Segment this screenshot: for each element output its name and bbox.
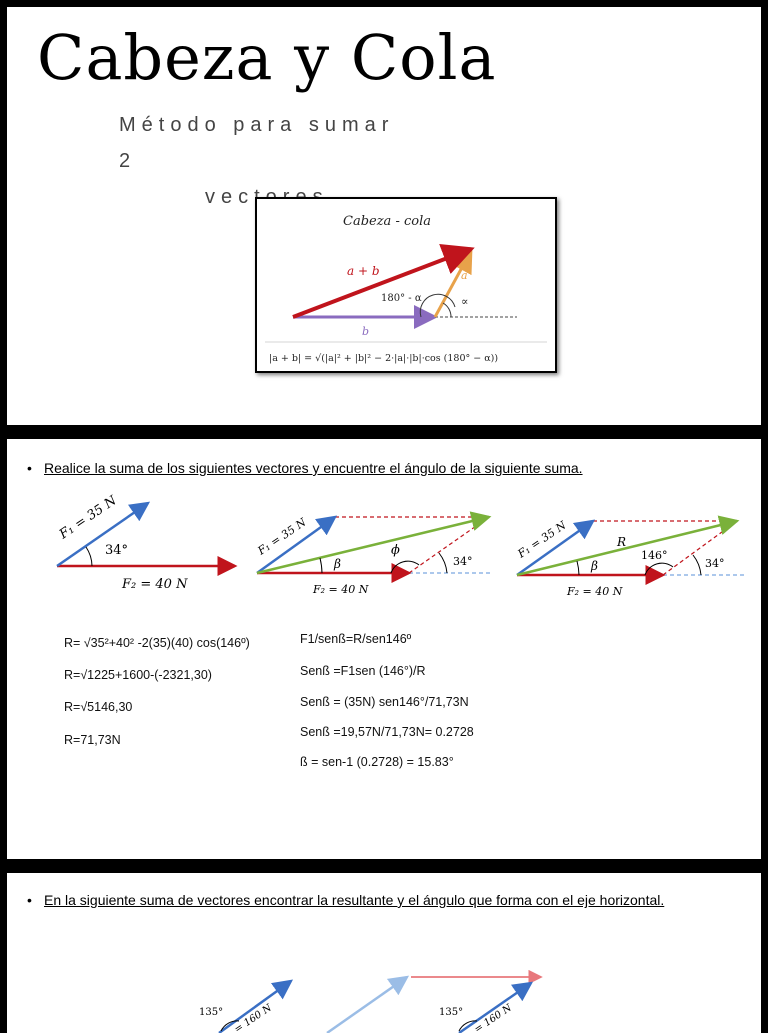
label-f1: F₁ = 35 N [56, 493, 120, 543]
slide-1: Cabeza y Cola Método para sumar 2 vector… [7, 7, 761, 425]
head-tail-figure: Cabeza - cola a + b a b 180° - α ∝ |a + … [255, 197, 557, 373]
slide-title: Cabeza y Cola [37, 21, 497, 94]
bullet-dot: • [27, 892, 32, 908]
label-angle: 34° [105, 543, 128, 558]
equation-left-2: R=√1225+1600-(-2321,30) [64, 668, 212, 682]
vector-160n [458, 981, 534, 1033]
dashed-side [408, 516, 490, 574]
equation-left-4: R=71,73N [64, 733, 121, 747]
angle-arc-beta [319, 557, 323, 574]
label-f1: F₁ = 35 N [255, 516, 309, 559]
vector-resultant-light [326, 975, 410, 1033]
equation-right-3: Senß = (35N) sen146°/71,73N [300, 695, 469, 709]
angle-arc-34 [692, 554, 702, 576]
vector-f1 [56, 501, 151, 568]
figure-2: F₁ = 35 N β ϕ 34° F₂ = 40 N [255, 511, 492, 596]
figure-right: 135° = 160 N [439, 981, 534, 1033]
equation-right-1: F1/senß=R/sen146º [300, 632, 412, 646]
vector-resultant [256, 511, 492, 575]
angle-arc [85, 546, 93, 567]
figure-1: F₁ = 35 N 34° F₂ = 40 N [56, 493, 238, 592]
slide-3-instruction: En la siguiente suma de vectores encontr… [44, 892, 665, 908]
label-angle: 135° [439, 1007, 463, 1018]
label-phi: ϕ [391, 543, 400, 558]
slide-2-vector-figures: F₁ = 35 N 34° F₂ = 40 N F₁ = 35 N β ϕ 34… [56, 493, 747, 598]
angle-arc-34 [438, 552, 448, 574]
figure-3: F₁ = 35 N R β 146° 34° F₂ = 40 N [515, 515, 747, 598]
label-supplement: 180° - α [381, 293, 422, 304]
angle-arc-supplement [419, 293, 456, 318]
equation-right-2: Senß =F1sen (146°)/R [300, 664, 426, 678]
vector-resultant [516, 515, 740, 577]
label-f2: F₂ = 40 N [566, 585, 623, 598]
vector-f1 [516, 519, 596, 577]
label-beta: β [333, 557, 341, 571]
head-tail-diagram: Cabeza - cola a + b a b 180° - α ∝ |a + … [265, 214, 547, 364]
label-angle: 34° [705, 557, 725, 570]
slide-3-vector-figures: 135° = 160 N 135° = 160 N [199, 969, 543, 1033]
label-b: b [362, 325, 369, 338]
figure-left: 135° = 160 N [199, 979, 294, 1033]
label-f1: F₁ = 35 N [515, 519, 569, 562]
label-angle: 135° [199, 1007, 223, 1018]
label-beta: β [590, 559, 598, 573]
slide-2-instruction: Realice la suma de los siguientes vector… [44, 460, 583, 476]
label-r: R [616, 535, 626, 549]
slide-3: • En la siguiente suma de vectores encon… [7, 873, 761, 1033]
angle-arc-146 [644, 562, 674, 576]
equation-right-4: Senß =19,57N/71,73N= 0.2728 [300, 725, 474, 739]
dashed-side [662, 520, 738, 576]
angle-arc-phi [390, 560, 420, 574]
equation-right-5: ß = sen-1 (0.2728) = 15.83° [300, 755, 454, 769]
label-f2: F₂ = 40 N [121, 577, 188, 592]
label-sum: a + b [347, 264, 380, 278]
magnitude-formula: |a + b| = √(|a|² + |b|² − 2·|a|·|b|·cos … [269, 353, 498, 364]
vector-f1 [256, 515, 338, 575]
angle-arc-beta [576, 560, 580, 576]
label-f2: F₂ = 40 N [312, 583, 369, 596]
label-146: 146° [641, 549, 668, 562]
label-a: a [461, 269, 468, 282]
equation-left-3: R=√5146,30 [64, 700, 133, 714]
subtitle-line-1: Método para sumar 2 [119, 114, 395, 172]
vector-160n [218, 979, 294, 1033]
vector-sum [292, 244, 475, 319]
bullet-dot: • [27, 460, 32, 476]
equation-left-1: R= √35²+40² -2(35)(40) cos(146º) [64, 636, 250, 650]
label-force: = 160 N [473, 1002, 515, 1033]
figure-caption: Cabeza - cola [343, 214, 431, 229]
label-alpha: ∝ [461, 295, 468, 308]
angle-arc-alpha [442, 302, 452, 318]
label-angle: 34° [453, 555, 473, 568]
slide-2: • Realice la suma de los siguientes vect… [7, 439, 761, 859]
